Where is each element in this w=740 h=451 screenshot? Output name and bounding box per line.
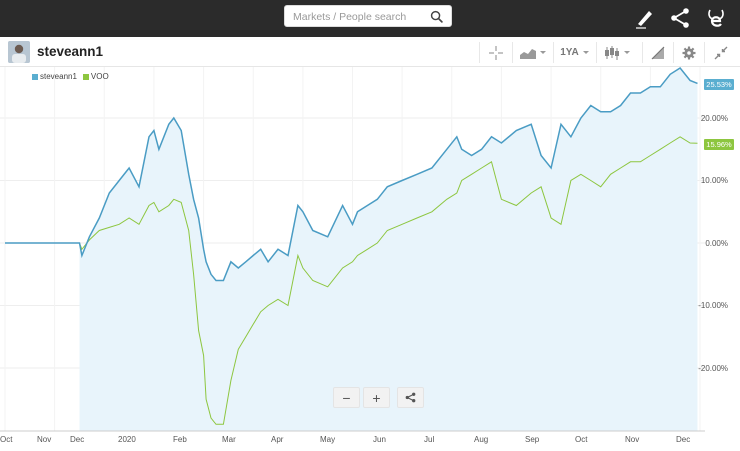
x-axis-label: May	[320, 435, 336, 444]
share-icon	[405, 392, 416, 403]
search-box[interactable]	[284, 5, 452, 27]
top-bar	[0, 0, 740, 37]
x-axis-label: Sep	[525, 435, 540, 444]
legend-label: VOO	[90, 72, 109, 81]
x-axis-label: Oct	[575, 435, 588, 444]
gear-icon	[682, 46, 695, 59]
x-axis-label: Mar	[222, 435, 236, 444]
chart-share-button[interactable]	[397, 387, 424, 408]
zoom-in-button[interactable]: +	[363, 387, 390, 408]
chart-header: steveann1 1YA	[0, 37, 740, 67]
performance-chart[interactable]: steveann1 VOO 20.00% 10.00% 0.00% -10.00…	[0, 67, 740, 451]
edit-icon[interactable]	[633, 6, 657, 30]
candlestick-icon	[604, 45, 619, 60]
x-axis-label: Dec	[70, 435, 85, 444]
search-input[interactable]	[293, 9, 431, 24]
portfolio-value-badge: 25.53%	[704, 79, 734, 90]
zoom-controls: − +	[333, 387, 390, 408]
area-chart-icon	[519, 48, 536, 59]
period-label: 1YA	[560, 47, 579, 58]
series-line-steveann1	[5, 67, 698, 282]
legend-item-voo[interactable]: VOO	[82, 72, 109, 81]
user-photo-icon	[8, 41, 30, 63]
chevron-down-icon	[623, 51, 630, 54]
crosshair-button[interactable]	[479, 42, 511, 63]
series-line-voo	[5, 136, 698, 425]
x-axis-label: Nov	[37, 435, 52, 444]
y-axis-label: -10.00%	[698, 301, 728, 310]
candlestick-button[interactable]	[596, 42, 636, 63]
x-axis-label: Aug	[474, 435, 489, 444]
chevron-down-icon	[539, 51, 546, 54]
avatar[interactable]	[8, 41, 30, 63]
x-axis-label: Apr	[271, 435, 284, 444]
collapse-icon	[714, 46, 727, 59]
draw-tools-button[interactable]	[642, 42, 672, 63]
zoom-out-button[interactable]: −	[333, 387, 360, 408]
portfolio-area-fill	[79, 68, 698, 431]
username[interactable]: steveann1	[37, 44, 104, 59]
x-axis-label: Jun	[373, 435, 386, 444]
chart-type-button[interactable]	[512, 42, 552, 63]
x-axis-label: Dec	[676, 435, 691, 444]
x-axis-label: Nov	[625, 435, 640, 444]
y-axis-label: 10.00%	[700, 176, 728, 185]
etoro-logo-icon[interactable]	[704, 6, 728, 30]
crosshair-icon	[488, 45, 503, 60]
draw-tools-icon	[651, 46, 664, 59]
share-icon[interactable]	[668, 6, 692, 30]
y-axis-label: -20.00%	[698, 364, 728, 373]
y-axis-label: 0.00%	[705, 239, 728, 248]
settings-button[interactable]	[673, 42, 703, 63]
chevron-down-icon	[582, 51, 589, 54]
y-axis-label: 20.00%	[700, 114, 728, 123]
collapse-button[interactable]	[704, 42, 736, 63]
x-axis-label: Oct	[0, 435, 13, 444]
legend-swatch	[32, 73, 38, 80]
legend-label: steveann1	[40, 72, 77, 81]
legend-item-steveann1[interactable]: steveann1	[32, 72, 77, 81]
chart-legend: steveann1 VOO	[32, 72, 109, 81]
chart-share-controls	[397, 387, 424, 408]
x-axis-label: Jul	[424, 435, 435, 444]
search-icon[interactable]	[430, 10, 443, 23]
period-selector[interactable]: 1YA	[553, 42, 595, 63]
x-axis-label: 2020	[118, 435, 136, 444]
chart-canvas[interactable]	[0, 67, 740, 451]
x-axis-label: Feb	[173, 435, 187, 444]
legend-swatch	[82, 73, 89, 80]
benchmark-value-badge: 15.96%	[704, 139, 734, 150]
